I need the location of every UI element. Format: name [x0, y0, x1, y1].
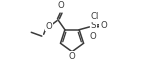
Text: O: O: [69, 52, 75, 61]
Text: O: O: [57, 1, 64, 10]
Text: Cl: Cl: [91, 12, 99, 21]
Text: O: O: [45, 22, 52, 31]
Text: O: O: [100, 21, 107, 30]
Text: O: O: [90, 32, 97, 41]
Text: S: S: [90, 21, 96, 30]
